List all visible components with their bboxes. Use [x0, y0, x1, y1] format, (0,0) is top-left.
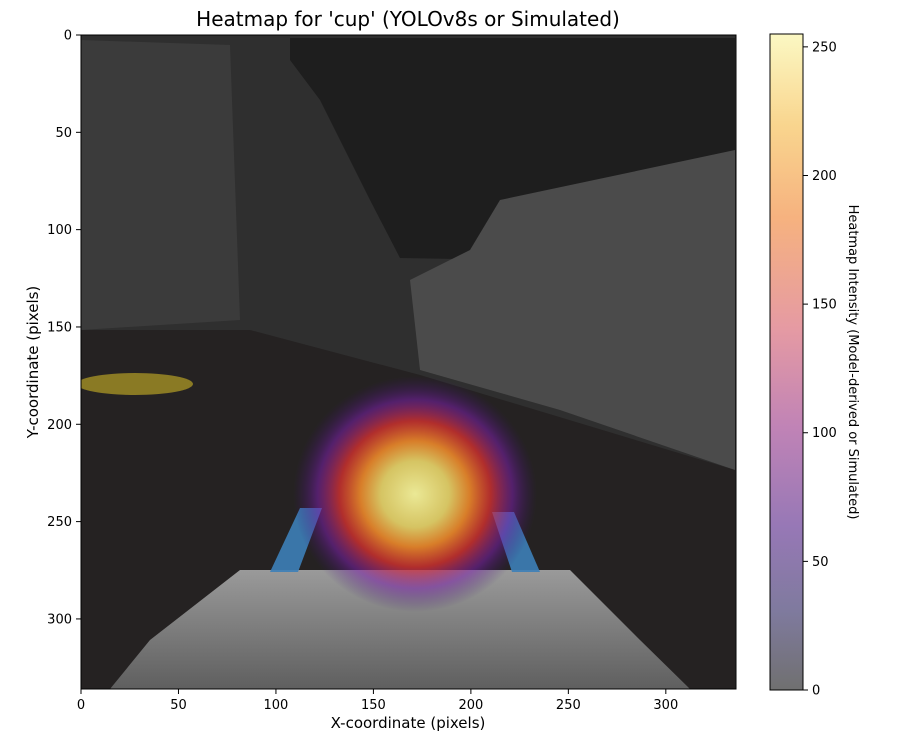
y-tick-label: 150 — [47, 320, 72, 335]
scene-floor-object — [110, 570, 690, 689]
x-tick-label: 200 — [458, 698, 483, 713]
x-tick-label: 250 — [556, 698, 581, 713]
chart-title: Heatmap for 'cup' (YOLOv8s or Simulated) — [196, 7, 620, 31]
y-tick-label: 250 — [47, 515, 72, 530]
colorbar-label: Heatmap Intensity (Model-derived or Simu… — [845, 205, 860, 520]
colorbar-tick-label: 200 — [812, 169, 837, 184]
y-tick-label: 0 — [64, 29, 72, 44]
background-image — [81, 35, 736, 689]
y-axis-ticks: 0 50 100 150 200 250 300 — [47, 29, 81, 627]
colorbar-tick-label: 250 — [812, 40, 837, 55]
colorbar — [769, 33, 804, 691]
x-tick-label: 0 — [77, 698, 85, 713]
colorbar-tick-label: 150 — [812, 298, 837, 313]
scene-light-wall — [410, 150, 735, 470]
y-tick-label: 200 — [47, 418, 72, 433]
scene-yellow-object — [81, 373, 193, 395]
x-tick-label: 150 — [361, 698, 386, 713]
y-tick-label: 100 — [47, 223, 72, 238]
x-axis-ticks: 0 50 100 150 200 250 300 — [77, 689, 678, 713]
x-tick-label: 100 — [264, 698, 289, 713]
colorbar-tick-label: 50 — [812, 555, 829, 570]
colorbar-tick-label: 100 — [812, 426, 837, 441]
colorbar-tick-label: 0 — [812, 684, 820, 699]
y-axis-label: Y-coordinate (pixels) — [24, 286, 42, 440]
x-tick-label: 50 — [170, 698, 187, 713]
y-tick-label: 300 — [47, 612, 72, 627]
colorbar-ticks: 0 50 100 150 200 250 — [803, 40, 837, 699]
scene-left-wall — [81, 40, 240, 330]
y-tick-label: 50 — [55, 126, 72, 141]
x-axis-label: X-coordinate (pixels) — [331, 714, 486, 732]
heat-hotspot — [293, 376, 537, 612]
plot-frame — [80, 34, 737, 690]
x-tick-label: 300 — [653, 698, 678, 713]
